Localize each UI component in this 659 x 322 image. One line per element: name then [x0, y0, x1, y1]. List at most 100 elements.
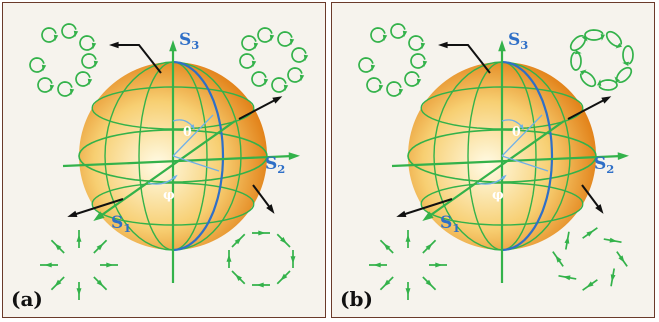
circular-polarization-loop-arrowhead: [299, 74, 305, 82]
bottom-left-pointer-arrow: [401, 198, 453, 216]
s3-axis-arrowhead: [169, 40, 177, 52]
linear-polarization-arrow-arrowhead: [235, 274, 242, 281]
elliptical-polarization-loop: [570, 51, 582, 71]
theta-label: θ: [183, 125, 192, 140]
elliptical-polarization-loop-arrowhead: [580, 69, 587, 75]
elliptical-polarization-loop: [615, 66, 633, 84]
elliptical-polarization-loop: [579, 70, 597, 88]
circular-polarization-loop-arrowhead: [269, 34, 275, 42]
top-right-pointer-arrow-arrowhead: [601, 96, 612, 104]
linear-polarization-arrow-arrowhead: [609, 237, 618, 243]
s2-axis-arrowhead: [288, 152, 300, 160]
linear-polarization-arrow-arrowhead: [76, 234, 82, 242]
bottom-left-pointer-arrow-arrowhead: [396, 210, 407, 217]
polarization-patterns: [358, 23, 634, 300]
phi-arc: [147, 176, 176, 185]
circular-polarization-loop: [386, 81, 402, 97]
meridian-line: [104, 61, 242, 251]
polarization-patterns: [29, 23, 309, 300]
phi-arc-arrowhead: [172, 174, 178, 180]
top-right-pointer-arrow: [238, 98, 278, 120]
projection-line: [501, 155, 549, 172]
theta-arc-arrowhead: [190, 124, 195, 130]
circular-polarization-loop-arrowhead: [69, 88, 75, 96]
panel-label: (a): [11, 287, 43, 311]
circular-polarization-loop-arrowhead: [283, 84, 289, 92]
panel-label: (b): [340, 287, 373, 311]
s1-label-subscript: 1: [123, 221, 131, 235]
linear-polarization-arrow-arrowhead: [586, 230, 594, 237]
top-left-pointer-arrow-arrowhead: [109, 41, 119, 49]
state-meridian-line: [501, 60, 554, 252]
circular-polarization-loop-arrowhead: [420, 42, 426, 50]
meridian-line: [467, 61, 537, 251]
linear-polarization-arrow-arrowhead: [564, 236, 570, 244]
circular-polarization-loop-arrowhead: [93, 60, 99, 68]
circular-polarization-loop: [408, 35, 424, 51]
circular-polarization-loop-arrowhead: [398, 88, 404, 96]
circular-polarization-loop: [241, 35, 257, 51]
phi-arc: [476, 176, 505, 185]
circular-polarization-loop: [277, 31, 293, 47]
bottom-right-pointer-arrow-arrowhead: [266, 204, 275, 214]
circular-polarization-loop-arrowhead: [87, 78, 93, 86]
linear-polarization-arrow-arrowhead: [226, 254, 232, 262]
theta-arc-arrowhead: [519, 124, 524, 130]
s2-axis-arrowhead: [617, 152, 629, 160]
circular-polarization-loop: [61, 23, 77, 39]
circular-polarization-loop: [287, 67, 303, 83]
linear-polarization-arrow-arrowhead: [106, 262, 114, 268]
state-vector-line: [172, 114, 214, 157]
elliptical-polarization-loop: [622, 45, 634, 65]
s3-label-subscript: 3: [191, 38, 199, 52]
circular-polarization-loop-arrowhead: [251, 60, 257, 68]
linear-polarization-arrow-arrowhead: [383, 279, 391, 287]
upper-latitude-line: [420, 86, 584, 130]
meridian-line: [433, 61, 571, 251]
circular-polarization-loop-arrowhead: [370, 64, 376, 72]
circular-polarization-loop-arrowhead: [382, 34, 388, 42]
linear-polarization-arrow-arrowhead: [290, 256, 296, 264]
linear-polarization-arrow-arrowhead: [425, 243, 433, 251]
elliptical-polarization-loop: [584, 29, 604, 41]
linear-polarization-arrow-arrowhead: [373, 262, 381, 268]
top-left-pointer-arrow: [115, 44, 162, 74]
circular-polarization-loop-arrowhead: [378, 84, 384, 92]
circular-polarization-loop: [57, 81, 73, 97]
elliptical-polarization-loop-arrowhead: [614, 76, 620, 83]
s1-label-subscript: 1: [452, 221, 460, 235]
s1-axis: [98, 120, 236, 218]
circular-polarization-loop: [41, 27, 57, 43]
circular-polarization-loop: [257, 27, 273, 43]
linear-polarization-arrow-arrowhead: [405, 234, 411, 242]
circular-polarization-loop: [37, 77, 53, 93]
s1-axis: [427, 120, 565, 218]
s2-label-subscript: 2: [606, 162, 614, 176]
circular-polarization-loop: [291, 47, 307, 63]
circular-polarization-loop-arrowhead: [263, 78, 269, 86]
linear-polarization-arrow-arrowhead: [425, 279, 433, 287]
meridian-line: [138, 61, 208, 251]
s1-axis-arrowhead: [93, 211, 105, 221]
circular-polarization-loop: [251, 71, 267, 87]
circular-polarization-loop-arrowhead: [53, 34, 59, 42]
elliptical-polarization-loop-arrowhead: [600, 34, 605, 41]
s3-label: S3: [508, 30, 528, 52]
state-vector-line: [501, 114, 543, 157]
circular-polarization-loop: [410, 53, 426, 69]
elliptical-polarization-loop: [605, 30, 623, 48]
elliptical-polarization-loop-arrowhead: [597, 79, 602, 86]
linear-polarization-arrow-arrowhead: [383, 243, 391, 251]
circular-polarization-loop: [75, 71, 91, 87]
linear-polarization-arrow-arrowhead: [76, 288, 82, 296]
circular-polarization-loop: [29, 57, 45, 73]
elliptical-polarization-loop-arrowhead: [582, 35, 588, 42]
circular-polarization-loop-arrowhead: [402, 30, 408, 38]
linear-polarization-arrow-arrowhead: [258, 230, 266, 236]
circular-polarization-loop: [390, 23, 406, 39]
s3-label: S3: [179, 30, 199, 52]
linear-polarization-arrow-arrowhead: [586, 281, 594, 288]
state-meridian-line: [172, 60, 225, 252]
top-right-pointer-arrow: [567, 98, 607, 120]
